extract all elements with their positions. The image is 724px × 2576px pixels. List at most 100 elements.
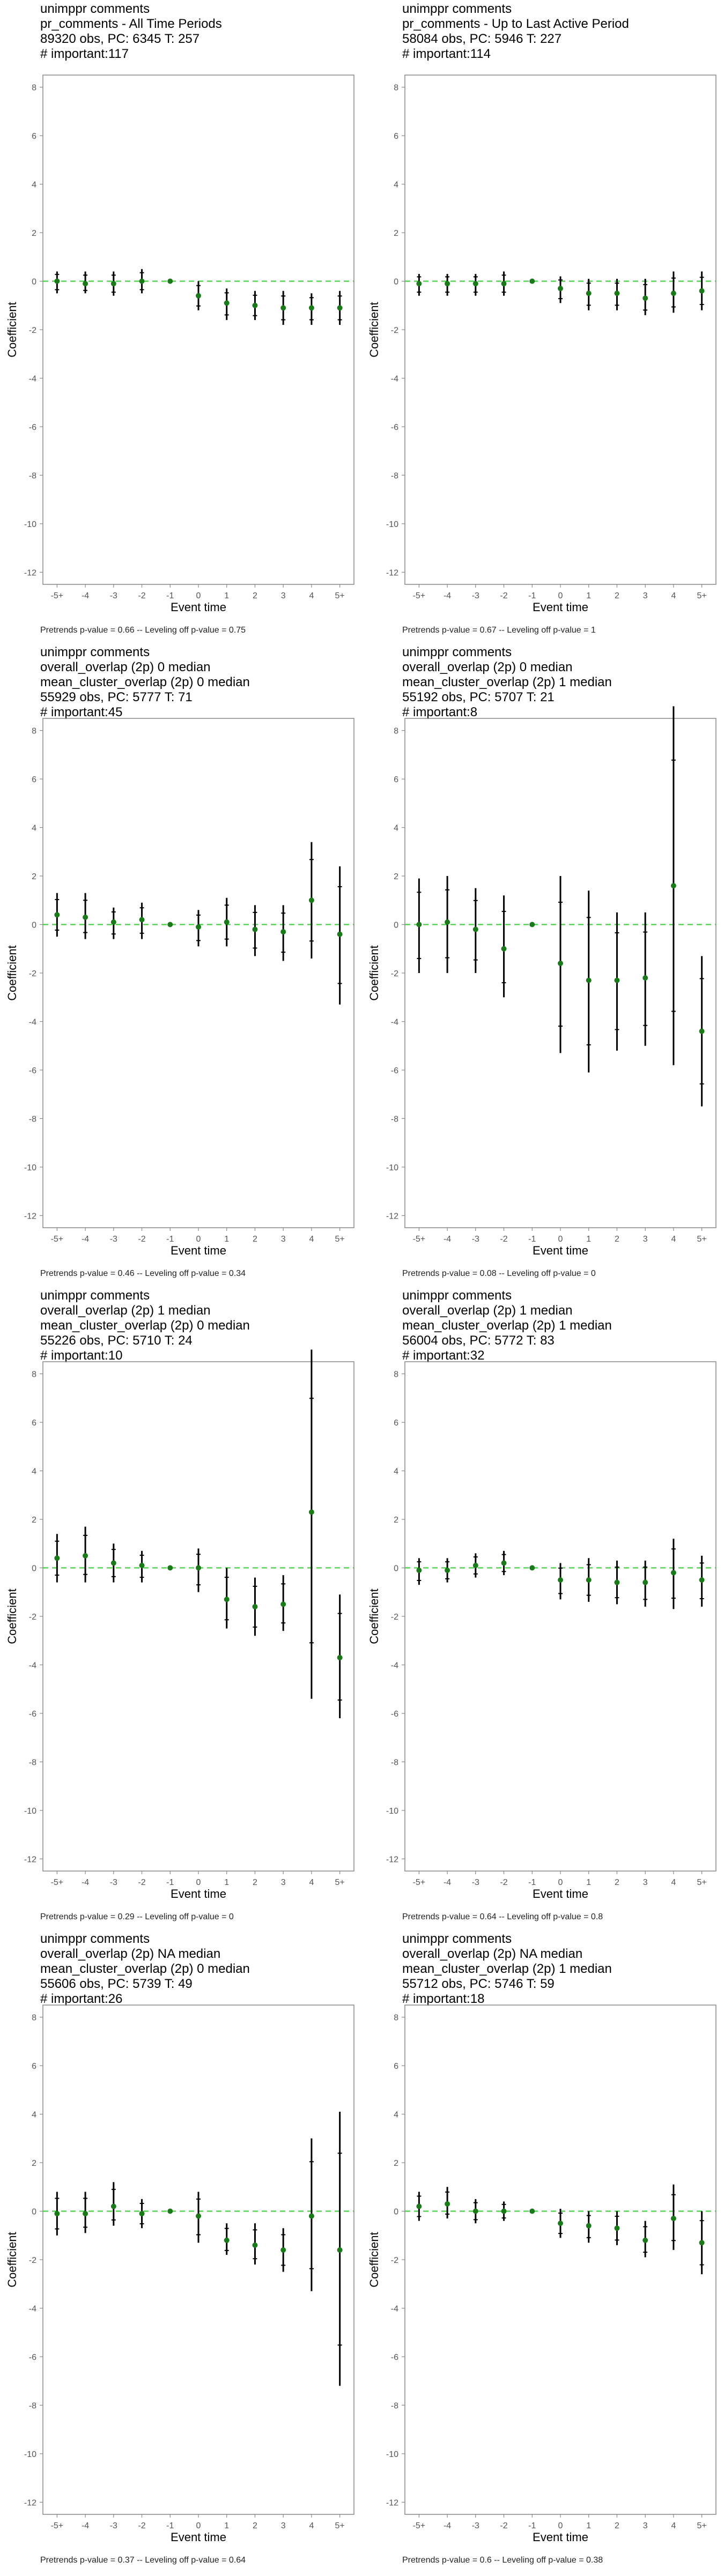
chart-title-line: overall_overlap (2p) 0 median	[402, 660, 573, 674]
chart-title-line: overall_overlap (2p) 1 median	[40, 1303, 211, 1318]
y-tick-label: 0	[32, 1564, 36, 1573]
y-tick-label: 8	[394, 1370, 398, 1379]
y-tick-label: 4	[394, 2111, 398, 2120]
y-tick-label: 6	[32, 1419, 36, 1428]
chart-title-line: mean_cluster_overlap (2p) 0 median	[40, 675, 250, 689]
y-tick-label: -8	[29, 1758, 36, 1767]
y-tick-label: -6	[29, 1066, 36, 1075]
data-point	[83, 281, 88, 287]
data-point	[83, 2211, 88, 2217]
y-tick-label: 4	[32, 2111, 36, 2120]
chart-title-line: unimppr comments	[40, 1932, 150, 1946]
y-tick-label: 0	[32, 2208, 36, 2217]
y-tick-label: 0	[394, 278, 398, 287]
x-tick-label: -4	[82, 1878, 89, 1887]
data-point	[252, 302, 258, 308]
data-point	[308, 2213, 314, 2219]
x-tick-label: 4	[309, 591, 314, 600]
chart-title-line: unimppr comments	[402, 645, 512, 659]
x-tick-label: -1	[166, 1235, 174, 1244]
data-point	[529, 2208, 535, 2214]
y-tick-label: 6	[394, 132, 398, 141]
y-tick-label: -6	[391, 423, 398, 432]
data-point	[501, 281, 507, 287]
x-tick-label: -5+	[51, 1878, 64, 1887]
data-point	[529, 922, 535, 927]
plot-panel-border	[42, 2005, 354, 2515]
x-tick-label: -3	[472, 2521, 479, 2530]
y-tick-label: -4	[391, 2304, 398, 2313]
y-tick-label: -8	[391, 1758, 398, 1767]
data-point	[586, 1577, 592, 1583]
y-tick-label: -10	[24, 1807, 36, 1816]
data-point	[445, 281, 450, 287]
data-point	[642, 295, 648, 301]
x-tick-label: 5+	[335, 1235, 345, 1244]
x-tick-label: -1	[528, 1878, 536, 1887]
y-tick-label: -4	[391, 374, 398, 383]
x-tick-label: 1	[224, 2521, 229, 2530]
x-tick-label: 2	[615, 591, 619, 600]
x-tick-label: 4	[309, 2521, 314, 2530]
y-tick-label: 2	[32, 229, 36, 238]
x-tick-label: -5+	[413, 2521, 426, 2530]
footer-pvalues: Pretrends p-value = 0.08 -- Leveling off…	[402, 1269, 596, 1278]
y-tick-label: 4	[32, 181, 36, 190]
y-tick-label: -6	[391, 2353, 398, 2362]
y-tick-label: -12	[386, 568, 398, 577]
x-tick-label: 0	[558, 2521, 563, 2530]
y-tick-label: 6	[32, 775, 36, 784]
y-axis-label: Coefficient	[5, 945, 19, 1001]
chart-title-line: unimppr comments	[402, 1288, 512, 1303]
x-tick-label: -5+	[413, 1878, 426, 1887]
data-point	[139, 917, 145, 923]
chart-title-line: pr_comments - All Time Periods	[40, 17, 222, 31]
y-tick-label: 6	[394, 2062, 398, 2071]
y-tick-label: -12	[386, 2498, 398, 2507]
data-point	[642, 2237, 648, 2243]
x-tick-label: -2	[500, 1235, 507, 1244]
data-point	[558, 2221, 563, 2226]
x-tick-label: -5+	[51, 591, 64, 600]
data-point	[224, 919, 230, 925]
data-point	[337, 931, 343, 937]
y-tick-label: -4	[29, 2304, 36, 2313]
x-tick-label: -3	[110, 1878, 117, 1887]
chart-title-line: # important:10	[40, 1348, 122, 1363]
data-point	[614, 977, 620, 983]
x-tick-label: -2	[500, 1878, 507, 1887]
data-point	[167, 922, 173, 927]
x-axis-label: Event time	[533, 2530, 588, 2544]
chart-title-line: overall_overlap (2p) NA median	[402, 1947, 582, 1961]
y-tick-label: -6	[29, 2353, 36, 2362]
x-tick-label: 4	[309, 1235, 314, 1244]
data-point	[529, 278, 535, 284]
chart-title-line: pr_comments - Up to Last Active Period	[402, 17, 629, 31]
data-point	[167, 1565, 173, 1571]
chart-title-line: 55192 obs, PC: 5707 T: 21	[402, 690, 555, 704]
data-point	[252, 2242, 258, 2248]
x-tick-label: -2	[138, 591, 145, 600]
x-tick-label: -3	[110, 1235, 117, 1244]
y-tick-label: 4	[394, 181, 398, 190]
x-tick-label: -5+	[413, 591, 426, 600]
data-point	[586, 977, 592, 983]
data-point	[54, 2211, 60, 2217]
x-tick-label: 0	[558, 591, 563, 600]
x-tick-label: 2	[253, 1878, 257, 1887]
chart-title-line: overall_overlap (2p) 0 median	[40, 660, 211, 674]
y-tick-label: -8	[391, 1115, 398, 1124]
data-point	[308, 1509, 314, 1515]
x-tick-label: 1	[586, 2521, 591, 2530]
chart-title-line: mean_cluster_overlap (2p) 0 median	[40, 1962, 250, 1976]
data-point	[167, 2208, 173, 2214]
footer-pvalues: Pretrends p-value = 0.67 -- Leveling off…	[402, 626, 596, 635]
x-tick-label: -2	[500, 591, 507, 600]
data-point	[54, 278, 60, 284]
x-tick-label: 5+	[335, 1878, 345, 1887]
x-tick-label: 2	[615, 1235, 619, 1244]
x-tick-label: 0	[196, 1235, 201, 1244]
chart-title-line: mean_cluster_overlap (2p) 0 median	[40, 1318, 250, 1333]
